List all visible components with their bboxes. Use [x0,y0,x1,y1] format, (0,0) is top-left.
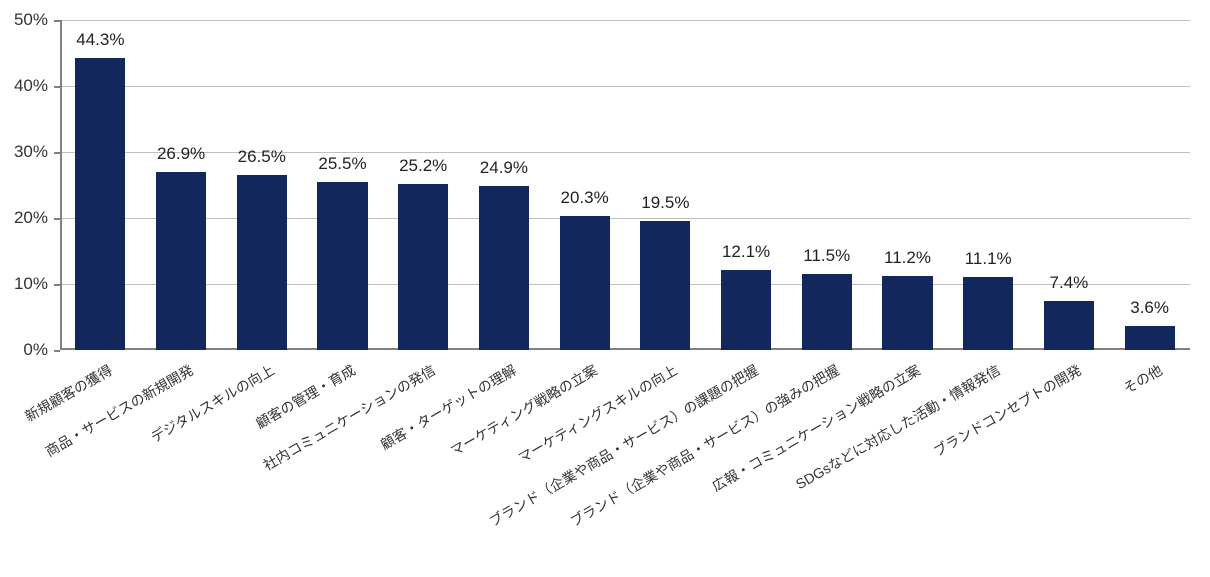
bar-value-label: 3.6% [1130,298,1169,318]
bar [640,221,690,350]
bar-slot: 19.5% [625,20,706,350]
bar-value-label: 25.2% [399,156,447,176]
bar-value-label: 44.3% [76,30,124,50]
y-tick-mark [54,350,60,352]
bar-value-label: 11.2% [884,248,931,268]
bar [156,172,206,350]
plot-area: 44.3% 26.9% 26.5% 25.5% 25.2% 24.9% 20.3% 19.5%… [60,20,1190,350]
bar [479,186,529,350]
bar [1044,301,1094,350]
y-tick-mark [54,152,60,154]
bar-value-label: 26.5% [238,147,286,167]
bar-slot: 24.9% [464,20,545,350]
bar-value-label: 20.3% [561,188,609,208]
bar [75,58,125,350]
bar-slot: 44.3% [60,20,141,350]
bar [1125,326,1175,350]
bar-value-label: 24.9% [480,158,528,178]
bar [560,216,610,350]
y-tick-mark [54,86,60,88]
bar-slot: 25.2% [383,20,464,350]
bar-slot: 11.2% [867,20,948,350]
bar-slot: 3.6% [1109,20,1190,350]
bar-value-label: 26.9% [157,144,205,164]
bar [963,277,1013,350]
bar-slot: 7.4% [1029,20,1110,350]
bar [802,274,852,350]
y-tick-label: 30% [0,142,48,162]
bar [398,184,448,350]
y-tick-label: 40% [0,76,48,96]
bar-chart: 44.3% 26.9% 26.5% 25.5% 25.2% 24.9% 20.3% 19.5%… [0,0,1210,572]
y-tick-mark [54,284,60,286]
y-tick-mark [54,218,60,220]
bar-value-label: 7.4% [1050,273,1089,293]
bar-value-label: 11.1% [965,249,1012,269]
bar-slot: 26.5% [221,20,302,350]
bar-slot: 26.9% [141,20,222,350]
y-tick-label: 0% [0,340,48,360]
y-tick-label: 10% [0,274,48,294]
bar-value-label: 25.5% [318,154,366,174]
y-tick-label: 20% [0,208,48,228]
bar-value-label: 12.1% [722,242,770,262]
bar-value-label: 11.5% [803,246,850,266]
bar [317,182,367,350]
bar-slot: 20.3% [544,20,625,350]
bar-slot: 25.5% [302,20,383,350]
y-tick-mark [54,20,60,22]
bar [237,175,287,350]
bar-slot: 11.1% [948,20,1029,350]
bar-value-label: 19.5% [641,193,689,213]
y-tick-label: 50% [0,10,48,30]
bar [721,270,771,350]
bar [882,276,932,350]
bar-slot: 11.5% [786,20,867,350]
bar-slot: 12.1% [706,20,787,350]
